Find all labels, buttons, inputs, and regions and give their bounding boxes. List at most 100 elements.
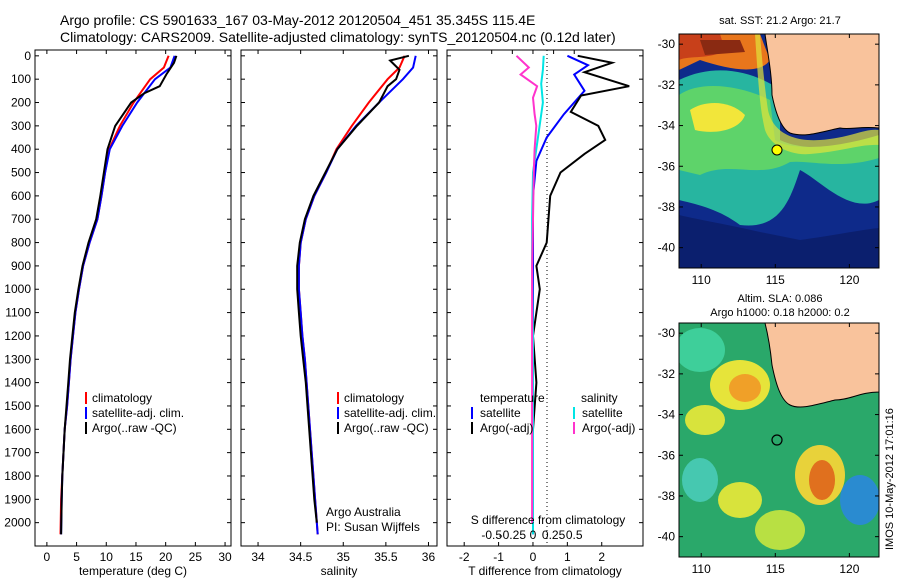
x-tick-label: 25 xyxy=(189,550,203,564)
figure-title-line2: Climatology: CARS2009. Satellite-adjuste… xyxy=(60,29,616,45)
sst-map-ticks: -30 -32 -34 -36 -38 -40 110 115 120 xyxy=(658,34,879,287)
legend-label-argo: Argo(..raw -QC) xyxy=(92,421,177,435)
figure-title-line1: Argo profile: CS 5901633_167 03-May-2012… xyxy=(60,12,535,28)
sla-field xyxy=(679,323,879,557)
depth-tick-label: 800 xyxy=(11,236,31,250)
x-tick-label: 20 xyxy=(159,550,173,564)
s-tick-label: 0 xyxy=(530,528,537,542)
series-line xyxy=(60,55,178,535)
depth-tick-label: 100 xyxy=(11,72,31,86)
s-tick-label: -0.5 xyxy=(481,528,502,542)
s-tick-label: 0.5 xyxy=(566,528,583,542)
lat-tick-label: -32 xyxy=(658,367,676,381)
difference-x-ticks: -2 -1 0 1 2 -0.5-0.25 0 0.25 0.5 xyxy=(447,50,643,564)
temperature-legend: climatology satellite-adj. clim. Argo(..… xyxy=(85,391,184,435)
salinity-legend: climatology satellite-adj. clim. Argo(..… xyxy=(337,391,436,435)
lon-tick-label: 120 xyxy=(839,562,859,576)
depth-tick-label: 1100 xyxy=(5,306,31,320)
depth-tick-label: 300 xyxy=(11,119,31,133)
sst-map: sat. SST: 21.2 Argo: 21.7 -30-32-34-36-3… xyxy=(658,15,880,287)
depth-tick-label: 700 xyxy=(11,212,31,226)
lat-tick-label: -32 xyxy=(658,78,676,92)
sla-float-marker xyxy=(771,434,783,446)
imos-side-label: IMOS 10-May-2012 17:01:16 xyxy=(884,408,896,550)
salinity-axes-frame xyxy=(240,49,438,547)
lon-tick-label: 110 xyxy=(692,273,711,287)
depth-tick-label: 1500 xyxy=(4,399,31,413)
salinity-series xyxy=(296,54,417,535)
depth-tick-label: 200 xyxy=(11,96,31,110)
x-tick-label: 15 xyxy=(129,550,143,564)
x-tick-label: 34 xyxy=(251,550,265,564)
sst-field xyxy=(679,34,879,268)
depth-tick-label: 900 xyxy=(11,259,31,273)
lon-tick-label: 110 xyxy=(692,562,711,576)
depth-tick-label: 1700 xyxy=(4,446,31,460)
lat-tick-label: -40 xyxy=(658,530,676,544)
x-tick-label: 36 xyxy=(422,550,436,564)
legend-label-s-argo: Argo(-adj) xyxy=(582,421,635,435)
legend-title-salinity: salinity xyxy=(581,391,618,405)
s-difference-label: S difference from climatology xyxy=(471,513,626,527)
depth-tick-label: 1400 xyxy=(4,376,31,390)
sst-map-title: sat. SST: 21.2 Argo: 21.7 xyxy=(719,15,841,27)
x-tick-label: 34.5 xyxy=(289,550,313,564)
t-tick-label: -2 xyxy=(459,550,470,564)
temperature-xlabel: temperature (deg C) xyxy=(79,564,187,578)
lat-tick-label: -36 xyxy=(658,448,676,462)
sla-map-ticks: -30 -32 -34 -36 -38 -40 110 115 120 xyxy=(658,323,879,576)
temperature-series xyxy=(59,55,178,535)
series-line xyxy=(296,54,410,523)
sla-map-title-line1: Altim. SLA: 0.086 xyxy=(738,293,823,305)
sst-map-frame xyxy=(678,33,880,269)
depth-tick-label: 1300 xyxy=(4,352,31,366)
depth-tick-label: 2000 xyxy=(4,516,31,530)
sla-map: Altim. SLA: 0.086 Argo h1000: 0.18 h2000… xyxy=(658,293,880,576)
lat-tick-label: -36 xyxy=(658,159,676,173)
depth-tick-label: 500 xyxy=(11,166,31,180)
lat-tick-label: -38 xyxy=(658,200,676,214)
t-tick-label: 1 xyxy=(564,550,571,564)
depth-tick-label: 1000 xyxy=(4,282,31,296)
t-tick-label: 0 xyxy=(530,550,537,564)
sst-float-marker xyxy=(771,144,783,156)
x-tick-label: 35 xyxy=(337,550,351,564)
temperature-depth-ticks: 0 100 200 300 400 500 600 700 800 900 1000 1100 1200… xyxy=(4,49,231,530)
salinity-x-ticks: 34 34.5 35 35.5 36 xyxy=(251,50,435,564)
x-tick-label: 5 xyxy=(73,550,80,564)
lon-tick-label: 115 xyxy=(766,562,785,576)
difference-legend: temperature salinity satellite Argo(-adj… xyxy=(471,391,635,435)
lon-tick-label: 120 xyxy=(839,273,859,287)
lat-tick-label: -40 xyxy=(658,241,676,255)
depth-tick-label: 400 xyxy=(11,142,31,156)
legend-label-climatology: climatology xyxy=(92,391,152,405)
difference-series-line xyxy=(515,55,539,523)
lat-tick-label: -38 xyxy=(658,489,676,503)
legend-label-climatology: climatology xyxy=(344,391,404,405)
t-tick-label: 2 xyxy=(598,550,605,564)
t-difference-label: T difference from climatology xyxy=(468,564,622,578)
legend-label-t-argo: Argo(-adj) xyxy=(480,421,533,435)
s-tick-label: -0.25 xyxy=(499,528,527,542)
depth-tick-label: 600 xyxy=(11,189,31,203)
depth-tick-label: 0 xyxy=(24,49,31,63)
x-tick-label: 0 xyxy=(44,550,51,564)
legend-label-satellite: satellite-adj. clim. xyxy=(92,406,184,420)
legend-label-argo: Argo(..raw -QC) xyxy=(344,421,429,435)
depth-tick-label: 1200 xyxy=(4,329,31,343)
salinity-depth-ticks xyxy=(241,55,437,524)
sla-map-title-line2: Argo h1000: 0.18 h2000: 0.2 xyxy=(710,307,849,319)
difference-axes-frame xyxy=(446,49,644,547)
difference-series-line xyxy=(531,54,630,523)
lon-tick-label: 115 xyxy=(766,273,785,287)
legend-label-satellite: satellite-adj. clim. xyxy=(344,406,436,420)
temperature-axes-frame xyxy=(34,49,232,547)
t-tick-label: -1 xyxy=(493,550,504,564)
depth-tick-label: 1600 xyxy=(4,422,31,436)
difference-panel: -2 -1 0 1 2 -0.5-0.25 0 0.25 0.5 S difference fr… xyxy=(446,49,644,578)
legend-label-s-satellite: satellite xyxy=(582,406,623,420)
x-tick-label: 30 xyxy=(218,550,232,564)
legend-title-temperature: temperature xyxy=(480,391,545,405)
difference-series xyxy=(515,54,630,535)
